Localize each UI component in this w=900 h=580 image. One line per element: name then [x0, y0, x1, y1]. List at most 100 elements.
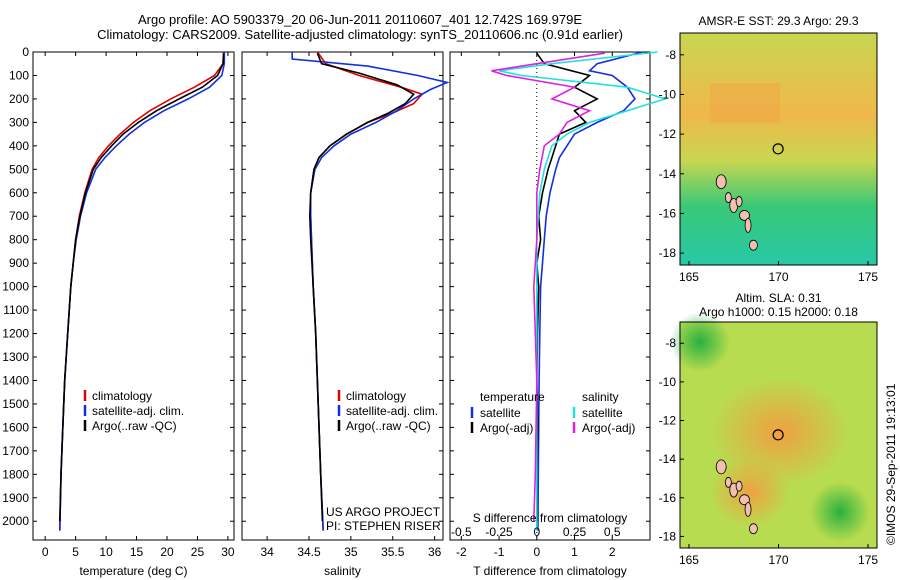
sst-field — [680, 33, 877, 265]
x-tick-label: 34 — [260, 545, 274, 559]
x-tick-label: 5 — [72, 545, 79, 559]
argo-position-marker — [772, 429, 784, 441]
island-shape — [715, 459, 727, 475]
y-tick-label: 600 — [9, 186, 29, 200]
island-shape — [749, 523, 758, 535]
map-x-tick-label: 175 — [858, 270, 878, 284]
x-tick-label: 30 — [221, 545, 235, 559]
map-x-tick-label: 165 — [679, 270, 699, 284]
y-tick-label: 200 — [9, 92, 29, 106]
map-y-tick-label: -10 — [659, 375, 677, 389]
s-tick-label: -0.25 — [485, 525, 513, 539]
y-tick-label: 1500 — [2, 397, 29, 411]
s-tick-label: 0.25 — [563, 525, 587, 539]
map-y-tick-label: -12 — [659, 414, 677, 428]
x-axis-label: temperature (deg C) — [79, 564, 187, 578]
y-tick-label: 100 — [9, 68, 29, 82]
legend-entry: climatology — [92, 389, 152, 403]
legend-entry: Argo(-adj) — [480, 421, 533, 435]
map-y-tick-label: -14 — [659, 452, 677, 466]
legend-entry: satellite — [582, 406, 623, 420]
sla-high-anomaly — [710, 457, 790, 527]
map-y-tick-label: -14 — [659, 167, 677, 181]
x-tick-label: 0 — [533, 545, 540, 559]
island-shape — [735, 196, 743, 207]
map-subtitle: Argo h1000: 0.15 h2000: 0.18 — [699, 305, 858, 319]
island-shape — [724, 476, 732, 488]
y-tick-label: 1300 — [2, 350, 29, 364]
x-tick-label: 15 — [130, 545, 144, 559]
series-line — [291, 52, 450, 531]
s-axis-label: S difference from climatology — [473, 511, 628, 525]
chart-title-line2: Climatology: CARS2009. Satellite-adjuste… — [97, 27, 623, 42]
map-x-tick-label: 170 — [768, 553, 788, 567]
plot-frame — [449, 51, 651, 541]
map-title: AMSR-E SST: 29.3 Argo: 29.3 — [698, 14, 858, 28]
map-y-tick-label: -10 — [659, 87, 677, 101]
series-line — [59, 52, 226, 531]
legend-entry: satellite-adj. clim. — [346, 404, 438, 418]
x-tick-label: -2 — [456, 545, 467, 559]
legend-title: salinity — [582, 390, 619, 404]
island-shape — [715, 174, 727, 190]
legend-entry: Argo(..raw -QC) — [92, 419, 177, 433]
series-line — [308, 52, 415, 522]
map-y-tick-label: -12 — [659, 127, 677, 141]
y-tick-label: 1400 — [2, 373, 29, 387]
diff-series-line — [537, 51, 643, 531]
legend-entry: satellite-adj. clim. — [92, 404, 184, 418]
map-x-tick-label: 170 — [768, 270, 788, 284]
legend-entry: climatology — [346, 389, 406, 403]
project-label: US ARGO PROJECT — [326, 505, 441, 519]
plot-frame — [241, 51, 444, 541]
legend-entry: Argo(..raw -QC) — [346, 419, 431, 433]
y-tick-label: 1700 — [2, 444, 29, 458]
x-tick-label: -1 — [494, 545, 505, 559]
s-tick-label: -0.5 — [451, 525, 472, 539]
y-tick-label: 1200 — [2, 327, 29, 341]
y-tick-label: 1900 — [2, 491, 29, 505]
map-y-tick-label: -16 — [659, 491, 677, 505]
y-tick-label: 400 — [9, 139, 29, 153]
map-y-tick-label: -8 — [665, 336, 676, 350]
x-tick-label: 1 — [571, 545, 578, 559]
y-tick-label: 1800 — [2, 467, 29, 481]
x-tick-label: 35 — [344, 545, 358, 559]
map-title: Altim. SLA: 0.31 — [735, 291, 821, 305]
y-tick-label: 0 — [22, 45, 29, 59]
y-tick-label: 1600 — [2, 420, 29, 434]
x-tick-label: 20 — [160, 545, 174, 559]
x-axis-label: T difference from climatology — [473, 564, 627, 578]
island-shape — [749, 239, 758, 251]
x-tick-label: 25 — [191, 545, 205, 559]
island-shape — [739, 494, 750, 506]
x-tick-label: 10 — [99, 545, 113, 559]
island-shape — [744, 217, 752, 233]
x-tick-label: 0 — [42, 545, 49, 559]
x-tick-label: 2 — [609, 545, 616, 559]
sst-warm-patch — [710, 83, 780, 123]
x-tick-label: 35.5 — [381, 545, 405, 559]
y-tick-label: 2000 — [2, 514, 29, 528]
legend-entry: satellite — [480, 406, 521, 420]
x-axis-label: salinity — [324, 564, 361, 578]
island-shape — [739, 210, 750, 221]
plot-frame — [32, 51, 235, 541]
series-line — [59, 53, 225, 522]
map-x-tick-label: 165 — [679, 553, 699, 567]
island-shape — [744, 501, 752, 517]
sla-low-anomaly — [810, 482, 870, 542]
imos-timestamp: ©IMOS 29-Sep-2011 19:13:01 — [884, 383, 898, 545]
y-tick-label: 800 — [9, 233, 29, 247]
x-tick-label: 36 — [428, 545, 442, 559]
y-tick-label: 1000 — [2, 280, 29, 294]
pi-label: PI: STEPHEN RISER — [326, 519, 441, 533]
y-tick-label: 1100 — [3, 303, 29, 317]
map-y-tick-label: -8 — [665, 48, 676, 62]
argo-position-marker — [772, 143, 784, 155]
x-tick-label: 34.5 — [297, 545, 321, 559]
y-tick-label: 500 — [9, 162, 29, 176]
y-tick-label: 900 — [9, 256, 29, 270]
sla-low-anomaly — [670, 312, 730, 372]
